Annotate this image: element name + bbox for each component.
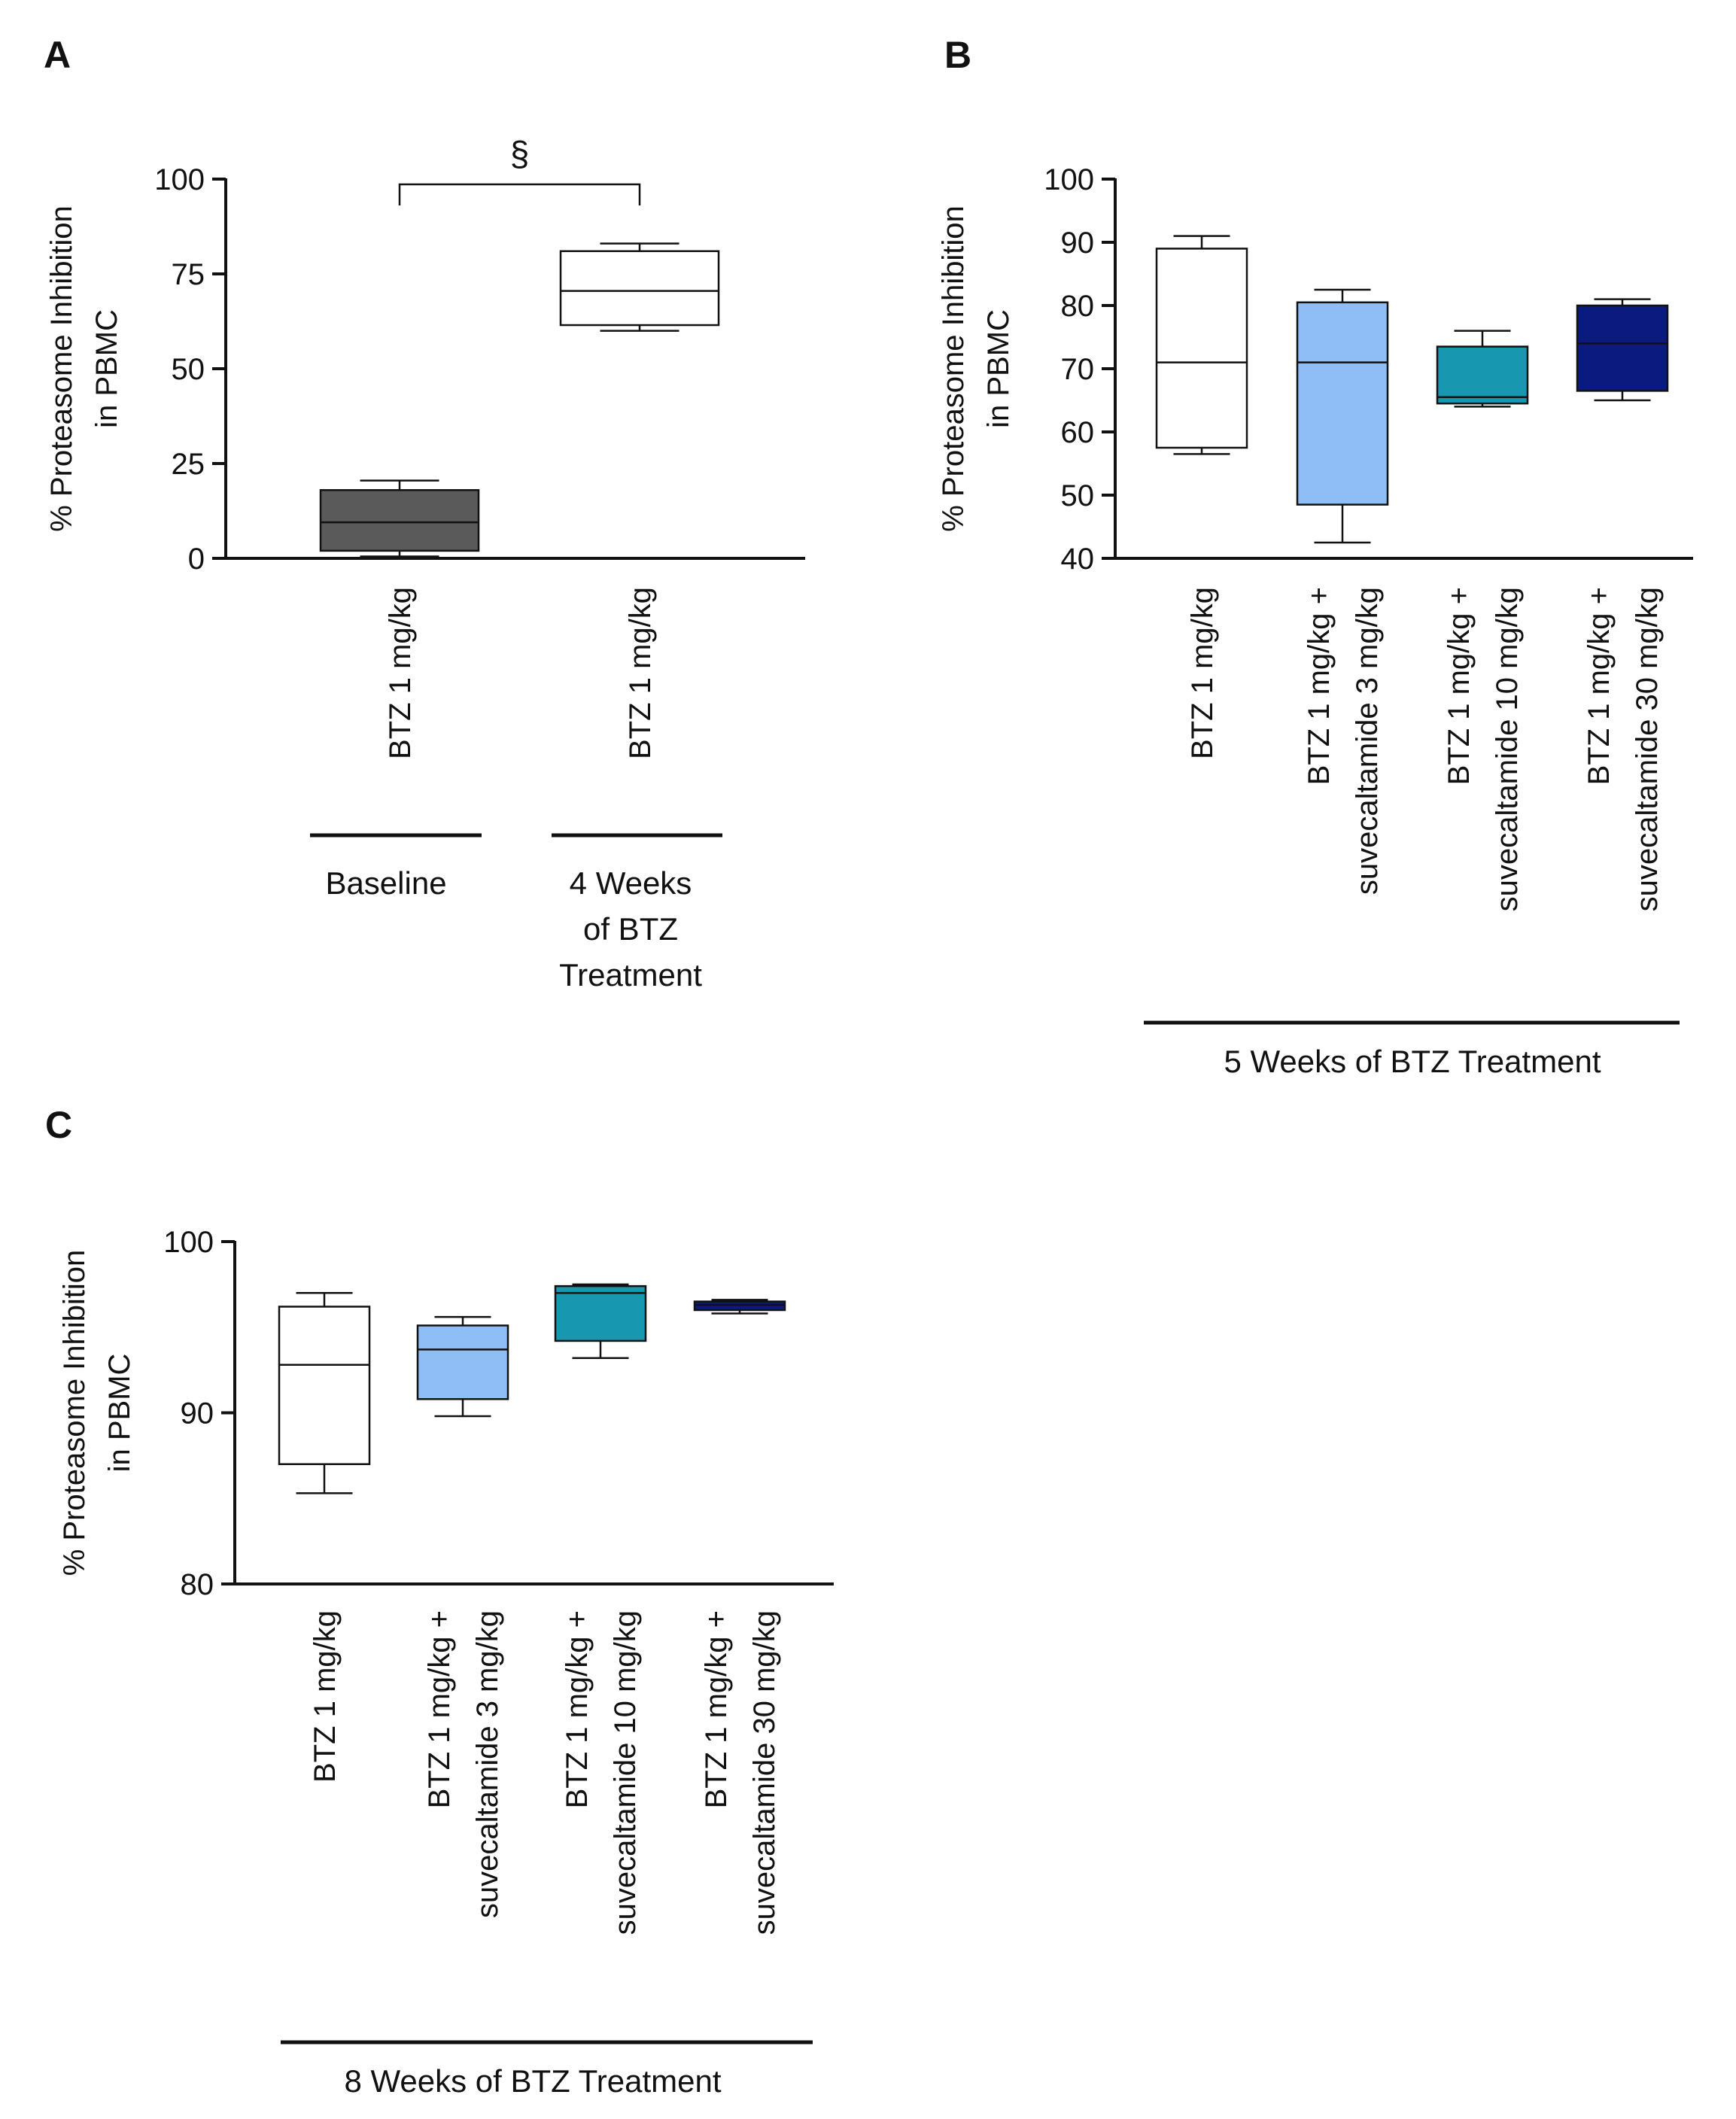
y-tick-label: 70: [1061, 353, 1095, 386]
significance-bracket: [398, 183, 641, 205]
category-label: BTZ 1 mg/kg +: [700, 1610, 733, 1808]
y-axis-label: in PBMC: [90, 309, 123, 428]
iqr-box: [416, 1324, 509, 1400]
group-label: Baseline: [325, 865, 446, 901]
category-label: BTZ 1 mg/kg +: [561, 1610, 594, 1808]
iqr-box: [1436, 345, 1529, 405]
y-axis-label: in PBMC: [982, 309, 1015, 428]
category-label: suvecaltamide 3 mg/kg: [1351, 587, 1384, 895]
box-1: [1155, 235, 1248, 455]
category-label: BTZ 1 mg/kg: [624, 587, 657, 759]
iqr-box: [1576, 304, 1669, 392]
y-tick-label: 50: [1061, 479, 1095, 512]
category-label: suvecaltamide 3 mg/kg: [471, 1610, 504, 1918]
iqr-box: [1296, 301, 1389, 506]
y-axis-label: % Proteasome Inhibition: [58, 1250, 91, 1576]
y-axis-label: % Proteasome Inhibition: [937, 205, 970, 532]
y-axis-label: in PBMC: [103, 1354, 136, 1473]
box-1: [319, 479, 480, 558]
y-tick-label: 90: [1061, 226, 1095, 260]
y-tick-label: 40: [1061, 543, 1095, 576]
y-tick-label: 80: [181, 1568, 214, 1601]
category-label: suvecaltamide 30 mg/kg: [748, 1610, 781, 1935]
category-label: BTZ 1 mg/kg +: [1443, 587, 1476, 785]
group-label: Treatment: [559, 957, 702, 993]
panel-label: C: [45, 1104, 72, 1146]
y-tick-label: 100: [154, 163, 205, 196]
y-tick-label: 100: [163, 1226, 214, 1259]
category-label: BTZ 1 mg/kg: [384, 587, 417, 759]
category-label: BTZ 1 mg/kg +: [1582, 587, 1616, 785]
category-label: BTZ 1 mg/kg: [309, 1610, 342, 1783]
box-3: [554, 1283, 647, 1359]
y-tick-label: 80: [1061, 290, 1095, 323]
iqr-box: [559, 250, 720, 327]
iqr-box: [319, 489, 480, 552]
y-tick-label: 0: [188, 543, 205, 576]
category-label: BTZ 1 mg/kg +: [1303, 587, 1336, 785]
category-label: suvecaltamide 10 mg/kg: [1491, 587, 1524, 911]
iqr-box: [1155, 248, 1248, 449]
category-label: suvecaltamide 10 mg/kg: [609, 1610, 642, 1935]
box-4: [1576, 298, 1669, 402]
panel-label: A: [44, 34, 71, 76]
box-2: [416, 1315, 509, 1418]
group-label: of BTZ: [583, 911, 678, 947]
group-label: 8 Weeks of BTZ Treatment: [344, 2063, 721, 2099]
y-tick-label: 75: [172, 258, 205, 291]
y-tick-label: 90: [181, 1397, 214, 1430]
group-label: 5 Weeks of BTZ Treatment: [1224, 1044, 1601, 1079]
y-tick-label: 25: [172, 448, 205, 481]
group-label: 4 Weeks: [570, 865, 692, 901]
panel-a: A 0 25 50 75 100 % Proteasome Inhibition in PBM…: [44, 34, 805, 993]
significance-symbol: §: [510, 134, 530, 173]
category-label: suvecaltamide 30 mg/kg: [1631, 587, 1664, 911]
y-tick-label: 60: [1061, 416, 1095, 449]
box-2: [1296, 288, 1389, 544]
panel-label: B: [944, 34, 971, 76]
y-tick-label: 100: [1044, 163, 1094, 196]
panel-c: C 80 90 100 % Proteasome Inhibition in PBMC BT…: [45, 1104, 834, 2099]
panel-b: B 40 50 60 70 80 90 100 % Proteasome Inhibition i…: [937, 34, 1693, 1079]
iqr-box: [554, 1284, 647, 1342]
y-axis-label: % Proteasome Inhibition: [45, 205, 78, 532]
category-label: BTZ 1 mg/kg: [1186, 587, 1219, 759]
y-tick-label: 50: [172, 353, 205, 386]
box-2: [559, 242, 720, 332]
iqr-box: [278, 1306, 371, 1465]
box-3: [1436, 330, 1529, 408]
box-4: [693, 1299, 786, 1315]
box-1: [278, 1292, 371, 1494]
category-label: BTZ 1 mg/kg +: [423, 1610, 456, 1808]
